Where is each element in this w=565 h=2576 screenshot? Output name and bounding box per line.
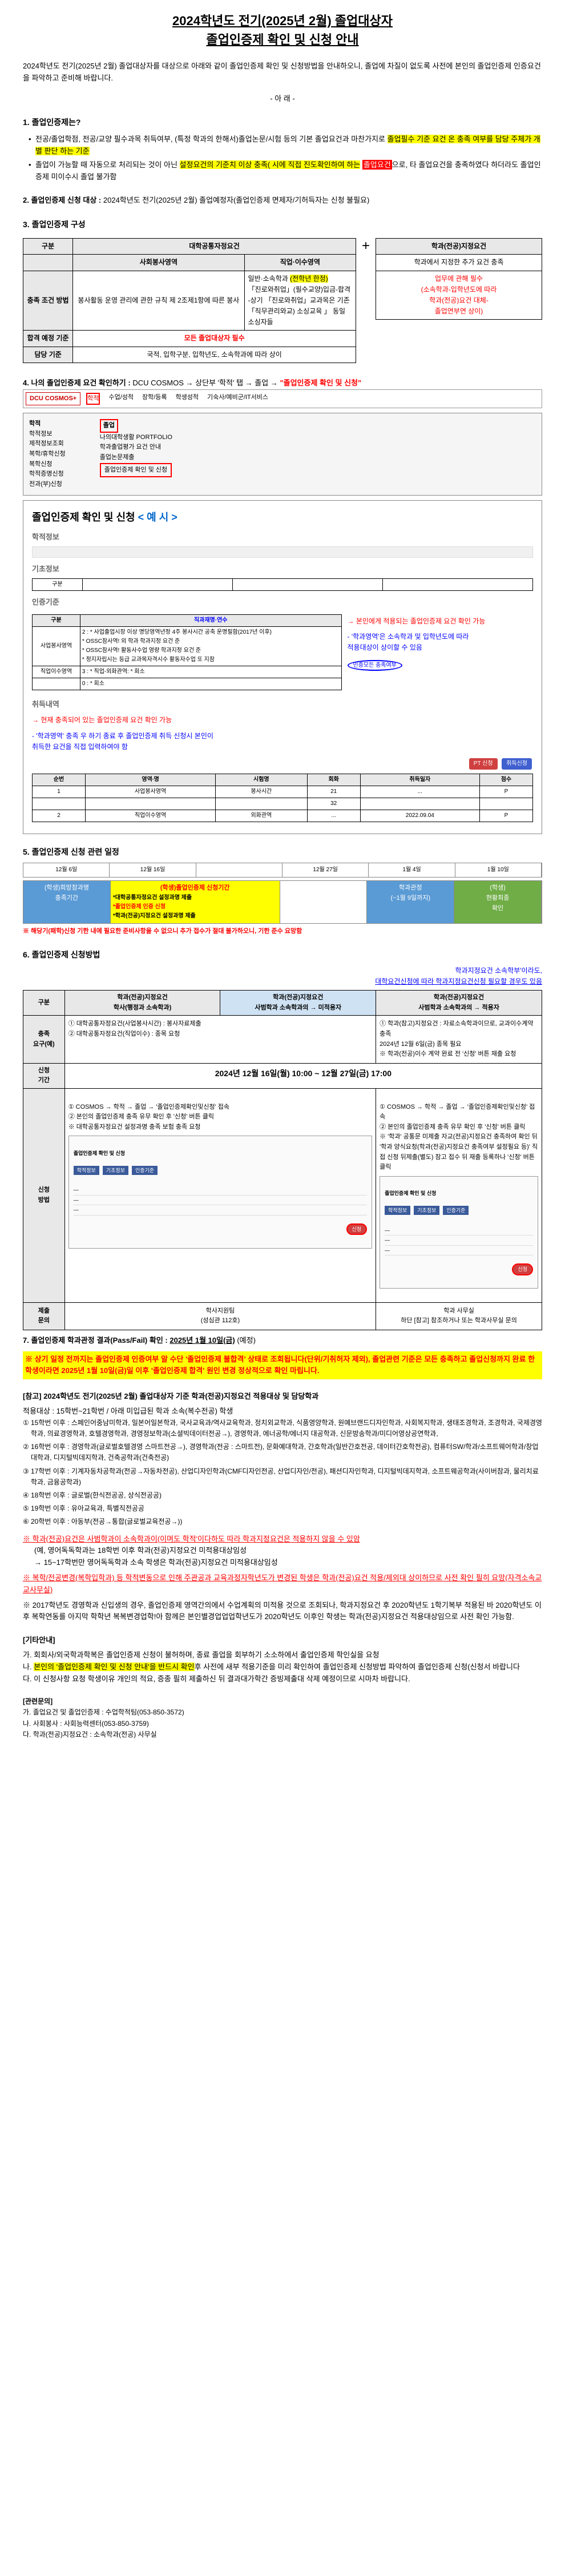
cosmos-menu-screenshot: 학적 학적정보 제적정보조회 복학/휴학신청 복학신청 학적증명신청 전과(부)… xyxy=(23,413,542,496)
other-title: [기타안내] xyxy=(23,1635,542,1647)
ref-note-a-sub: → 15~17학번만 영어독독학과 소속 학생은 학과(전공)지정요건 미적용대… xyxy=(23,1557,542,1569)
s1-bullet-1: 전공/졸업학점, 전공/교양 필수과목 취득여부, (특정 학과의 한해서)졸업… xyxy=(29,134,542,158)
ref-note-a-title: ※ 학과(전공)요건은 사범학과이 소속학과이(이며도 학적'이다하도 따라 학… xyxy=(23,1533,542,1545)
cosmos-logo: DCU COSMOS+ xyxy=(26,392,80,406)
s5-note: ※ 해당기(패학)신청 기한 내에 필요한 준비사항을 수 없으니 추가 접수가… xyxy=(23,927,542,937)
s5-title: 5. 졸업인증제 신청 관련 일정 xyxy=(23,846,542,858)
pt-apply-button[interactable]: PT 신청 xyxy=(469,758,498,770)
cosmos-tab-active[interactable]: 학적 xyxy=(86,393,100,405)
ref-intro: 적용대상 : 15학번~21학번 / 아래 미입급된 학과 소속(복수전공) 학… xyxy=(23,1406,542,1418)
yesi-screenshot: 졸업인증제 확인 및 신청 < 예 시 > 학적정보 기초정보 구분 인증기준 … xyxy=(23,500,542,834)
s7-note: ※ 상기 일정 전까지는 졸업인증제 인증여부 알 수단 '졸업인증제 불합격'… xyxy=(23,1351,542,1380)
s1-bullet-2: 졸업이 가능할 때 자동으로 처리되는 것이 아닌 설정요건의 기준치 이상 충… xyxy=(29,159,542,183)
s7: 7. 졸업인증제 학과관정 결과(Pass/Fail) 확인 : 2025년 1… xyxy=(23,1335,542,1347)
divider: - 아 래 - xyxy=(23,93,542,105)
s3-table-left: 구분대학공통자정요건 사회봉사영역직업·이수영역 충족 조건 방법 봉사활동 운… xyxy=(23,238,356,363)
s6-title: 6. 졸업인증제 신청방법 xyxy=(23,948,542,961)
ref-note-b: ※ 복학/전공변경(복학입학과) 등 학적변동으로 인해 주관공과 교육과정자학… xyxy=(23,1572,542,1596)
cosmos-tab[interactable]: 장학/등록 xyxy=(142,393,167,405)
s4-title: 4. 나의 졸업인증제 요건 확인하기 : DCU COSMOS → 상단부 '… xyxy=(23,377,542,389)
mini-screenshot-left: 졸업인증제 확인 및 신청 학적정보 기초정보 인증기준 ——— 신청 xyxy=(68,1136,372,1248)
s3-title: 3. 졸업인증제 구성 xyxy=(23,218,542,231)
contact: [관련문의] 가. 졸업요건 및 졸업인증제 : 수업학적팀(053-850-3… xyxy=(23,1696,542,1740)
other-a: 가. 회회사/외국학과학복은 졸업인증제 신청이 불허하며, 종료 졸업을 회부… xyxy=(23,1649,542,1661)
s6-table: 구분 학과(전공)지정요건 학사(행정과 소속학과) 학과(전공)지정요건 사범… xyxy=(23,990,542,1330)
s3-table-right: 학과(전공)지정요건 학과에서 지정한 추가 요건 충족 업무에 관해 필수 (… xyxy=(376,238,542,320)
ref-note-a: (예, 영어독독학과는 18학번 이후 학과(전공)지정요건 미적용대상임성 xyxy=(23,1545,542,1557)
timeline-dates: 12월 6일 12월 16일 12월 27일 1월 4일 1월 10일 xyxy=(23,863,542,878)
other-b: 나. 본인의 '졸업인증제 확인 및 신청 안내'을 반드시 확인후 사전에 새… xyxy=(23,1661,542,1673)
cosmos-tab[interactable]: 수업/성적 xyxy=(108,393,134,405)
acquire-apply-button[interactable]: 취득신청 xyxy=(502,758,532,770)
s1-title: 1. 졸업인증제는? xyxy=(23,116,542,128)
cosmos-tab[interactable]: 학생성적 xyxy=(176,393,199,405)
timeline-body: (학생)희망참과명 충족기간 (학생)졸업인증제 신청기간 *대학공통자정요건 … xyxy=(23,880,542,924)
ref-note-c: ※ 2017학년도 경영학과 신입생의 경우, 졸업인증제 영역간의에서 수업계… xyxy=(23,1600,542,1624)
cosmos-tab[interactable]: 기숙사/예비군/IT서비스 xyxy=(207,393,268,405)
page-title: 2024학년도 전기(2025년 2월) 졸업대상자 졸업인증제 확인 및 신청… xyxy=(23,11,542,49)
cosmos-header: DCU COSMOS+ 학적 수업/성적 장학/등록 학생성적 기숙사/예비군/… xyxy=(23,389,542,409)
ref-list: 15학번 이후 : 스페인어중남미학과, 일본어일본학과, 국사교육과/역사교육… xyxy=(23,1418,542,1528)
other-c: 다. 이 신청사항 요청 학생이유 개인의 적요, 증종 필히 제출하신 뒤 결… xyxy=(23,1673,542,1685)
intro-text: 2024학년도 전기(2025년 2월) 졸업대상자를 대상으로 아래와 같이 … xyxy=(23,61,542,84)
mini-screenshot-right: 졸업인증제 확인 및 신청 학적정보 기초정보 인증기준 ——— 신청 xyxy=(380,1176,538,1289)
s2: 2. 졸업인증제 신청 대상 : 2024학년도 전기(2025년 2월) 졸업… xyxy=(23,195,542,207)
s6-topnote: 학과지정요건 소속학부'이라도, 대학요건신청에 따라 학과지정요건신청 필요할… xyxy=(23,965,542,987)
arrow-icon: + xyxy=(356,235,376,366)
ref-title: [참고] 2024학년도 전기(2025년 2월) 졸업대상자 기준 학과(전공… xyxy=(23,1391,542,1403)
